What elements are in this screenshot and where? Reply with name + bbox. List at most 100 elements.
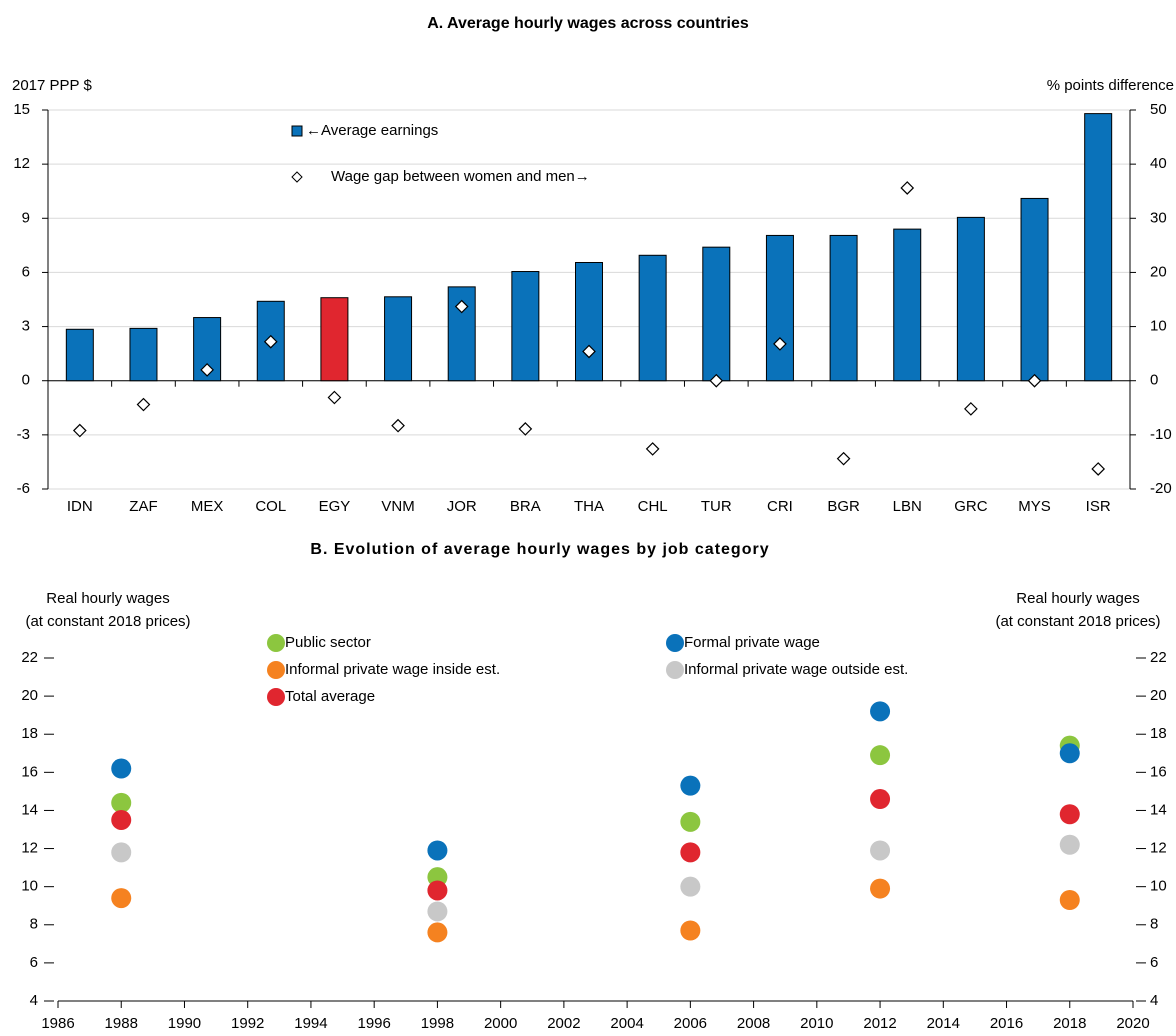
y2-tick-label: 10 <box>1150 878 1167 895</box>
y2-tick-label: 0 <box>1150 372 1158 389</box>
y2-tick-label: -20 <box>1150 480 1172 497</box>
x-tick-label: 2004 <box>610 1015 643 1032</box>
dot <box>1059 743 1080 764</box>
dot <box>870 701 891 722</box>
x-tick-label: 1992 <box>231 1015 264 1032</box>
x-tick-label: EGY <box>319 498 351 515</box>
bar <box>384 296 413 382</box>
legend-swatch <box>267 688 285 706</box>
diamond-marker <box>836 451 851 466</box>
y2-tick-label: 22 <box>1150 649 1167 666</box>
diamond-marker <box>964 402 978 416</box>
legend-label: Informal private wage outside est. <box>684 661 908 678</box>
dot <box>680 775 701 796</box>
y2-tick-label: 14 <box>1150 801 1167 818</box>
dot <box>111 758 132 779</box>
x-tick-label: 1994 <box>294 1015 327 1032</box>
x-tick-label: 1998 <box>421 1015 454 1032</box>
diamond-marker <box>645 442 660 456</box>
y2-axis-label: % points difference <box>1047 77 1174 94</box>
dot <box>870 745 891 766</box>
diamond-marker <box>1091 462 1106 476</box>
dot <box>680 876 701 897</box>
chart-title: B. Evolution of average hourly wages by … <box>310 541 769 558</box>
diamond-marker <box>773 337 787 351</box>
x-tick-label: 2002 <box>547 1015 580 1032</box>
bar <box>765 234 794 382</box>
y-tick-label: 6 <box>22 263 30 280</box>
legend-label: Total average <box>285 688 375 705</box>
y-tick-label: 12 <box>21 840 38 857</box>
y2-tick-label: 40 <box>1150 155 1167 172</box>
bar <box>829 234 858 382</box>
bar <box>129 327 158 382</box>
y-tick-label: 0 <box>22 372 30 389</box>
x-tick-label: 1988 <box>105 1015 138 1032</box>
diamond-marker <box>518 422 533 436</box>
y-tick-label: 20 <box>21 687 38 704</box>
diamond-marker <box>263 334 278 349</box>
bar <box>1084 113 1113 382</box>
x-tick-label: THA <box>574 498 604 515</box>
x-tick-label: BGR <box>827 498 860 515</box>
y-tick-label: 6 <box>30 954 38 971</box>
chart-title: A. Average hourly wages across countries <box>427 15 749 32</box>
diamond-marker <box>200 363 214 377</box>
y-tick-label: -3 <box>17 426 30 443</box>
legend-label: Formal private wage <box>684 634 820 651</box>
legend-swatch <box>267 634 285 652</box>
legend-swatch <box>291 171 303 183</box>
y-tick-label: 12 <box>13 155 30 172</box>
y2-tick-label: 20 <box>1150 687 1167 704</box>
y2-tick-label: 12 <box>1150 840 1167 857</box>
y2-tick-label: 10 <box>1150 318 1167 335</box>
legend-label: Public sector <box>285 634 371 651</box>
x-tick-label: CHL <box>638 498 668 515</box>
x-tick-label: ISR <box>1086 498 1111 515</box>
diamond-marker <box>391 418 405 433</box>
x-tick-label: TUR <box>701 498 732 515</box>
x-tick-label: MEX <box>191 498 224 515</box>
dot <box>680 920 701 941</box>
y2-tick-label: 30 <box>1150 209 1167 226</box>
x-tick-label: 2014 <box>927 1015 960 1032</box>
x-tick-label: 2018 <box>1053 1015 1086 1032</box>
x-tick-label: BRA <box>510 498 541 515</box>
x-tick-label: 2006 <box>674 1015 707 1032</box>
x-tick-label: JOR <box>447 498 477 515</box>
y-tick-label: -6 <box>17 480 30 497</box>
legend-label: ←Average earnings <box>306 122 438 139</box>
y-tick-label: 22 <box>21 649 38 666</box>
bar <box>511 271 540 382</box>
x-tick-label: VNM <box>381 498 414 515</box>
y2-tick-label: -10 <box>1150 426 1172 443</box>
x-tick-label: IDN <box>67 498 93 515</box>
diamond-marker <box>582 344 596 359</box>
y2-axis-label: (at constant 2018 prices) <box>995 613 1160 630</box>
diamond-marker <box>454 299 469 314</box>
y2-tick-label: 4 <box>1150 992 1158 1009</box>
dot <box>111 842 132 863</box>
dot <box>1059 804 1080 825</box>
legend-label: Wage gap between women and men→ <box>331 168 590 185</box>
legend-swatch <box>267 661 285 679</box>
x-tick-label: 1990 <box>168 1015 201 1032</box>
y2-tick-label: 16 <box>1150 763 1167 780</box>
diamond-marker <box>900 181 915 195</box>
y-axis-label: 2017 PPP $ <box>12 77 92 94</box>
x-tick-label: 2010 <box>800 1015 833 1032</box>
x-tick-label: ZAF <box>129 498 157 515</box>
dot <box>870 878 891 899</box>
legend-label: Informal private wage inside est. <box>285 661 500 678</box>
y2-tick-label: 18 <box>1150 725 1167 742</box>
bar <box>893 228 922 382</box>
diamond-marker <box>72 423 87 438</box>
y-tick-label: 15 <box>13 101 30 118</box>
y-tick-label: 3 <box>22 318 30 335</box>
y2-axis-label: Real hourly wages <box>1016 590 1139 607</box>
x-tick-label: CRI <box>767 498 793 515</box>
dot <box>870 789 891 810</box>
legend-swatch <box>666 634 684 652</box>
x-tick-label: 2012 <box>863 1015 896 1032</box>
